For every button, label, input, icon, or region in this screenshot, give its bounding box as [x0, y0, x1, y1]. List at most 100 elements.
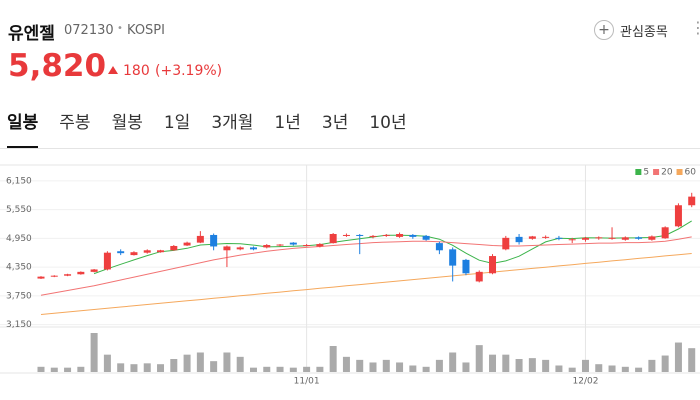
volume-bar: [635, 367, 643, 372]
period-tab[interactable]: 10년: [369, 113, 407, 133]
volume-bar: [475, 345, 483, 372]
candle-body: [130, 252, 138, 256]
candle-body: [608, 237, 616, 239]
legend-label: 60: [685, 168, 697, 178]
volume-bar: [688, 348, 696, 372]
more-menu[interactable]: ⋮: [690, 18, 700, 37]
candle-body: [316, 244, 324, 247]
volume-bar: [542, 359, 550, 372]
x-tick-label: 11/01: [294, 377, 320, 387]
candle-body: [103, 252, 111, 270]
legend-label: 5: [643, 168, 649, 178]
volume-bar: [117, 363, 125, 372]
volume-bar: [342, 356, 350, 372]
ma-line: [40, 236, 692, 296]
y-tick-label: 3,150: [6, 320, 32, 330]
candle-body: [210, 234, 218, 247]
volume-bar: [449, 352, 457, 372]
volume-bar: [289, 367, 297, 372]
volume-bar: [462, 362, 470, 372]
candle-body: [568, 239, 576, 241]
ma-line: [40, 253, 692, 315]
period-tabs: 일봉 주봉 월봉 1일 3개월 1년 3년 10년: [0, 108, 421, 148]
candle-body: [409, 234, 417, 237]
volume-bar: [396, 362, 404, 372]
candle-body: [236, 247, 244, 250]
candle-body: [515, 236, 523, 243]
volume-bar: [210, 361, 218, 372]
candle-body: [117, 251, 125, 254]
up-arrow: [108, 66, 118, 74]
price-change-pct: (+3.19%): [155, 63, 223, 79]
candle-body: [64, 274, 72, 276]
price-change: 180: [123, 63, 150, 79]
candle-body: [382, 234, 390, 236]
candle-body: [648, 236, 656, 240]
volume-bar: [608, 365, 616, 372]
candle-body: [528, 236, 536, 239]
separator-dot: •: [117, 23, 123, 34]
price: 5,820: [8, 48, 107, 84]
volume-bar: [196, 352, 204, 372]
volume-bar: [303, 366, 311, 372]
candle-body: [196, 235, 204, 243]
candle-body: [356, 234, 364, 236]
volume-bar: [329, 346, 337, 372]
volume-bar: [409, 365, 417, 372]
period-tab[interactable]: 월봉: [111, 113, 143, 133]
volume-bar: [37, 366, 45, 372]
volume-bar: [595, 364, 603, 372]
candle-body: [303, 245, 311, 247]
favorite-button[interactable]: + 관심종목: [594, 20, 668, 40]
volume-bar: [502, 354, 510, 372]
volume-bar: [661, 355, 669, 372]
candle-body: [263, 245, 271, 248]
ma-line: [93, 220, 692, 275]
period-tab[interactable]: 주봉: [59, 113, 91, 133]
candle-body: [674, 205, 682, 227]
legend-swatch: [676, 169, 683, 175]
candle-body: [276, 244, 284, 246]
volume-bar: [316, 366, 324, 372]
volume-bar: [382, 359, 390, 372]
period-tab[interactable]: 3년: [321, 113, 349, 133]
volume-bar: [648, 359, 656, 372]
candle-body: [77, 271, 85, 275]
candle-body: [462, 259, 470, 274]
candle-body: [542, 236, 550, 238]
candle-body: [223, 246, 231, 251]
candle-body: [635, 237, 643, 239]
volume-bar: [236, 356, 244, 372]
y-tick-label: 6,150: [6, 176, 32, 186]
volume-bar: [555, 365, 563, 372]
candle-body: [157, 250, 165, 253]
period-tab[interactable]: 일봉: [7, 108, 39, 148]
candle-body: [342, 234, 350, 236]
candle-body: [249, 247, 257, 250]
period-tab[interactable]: 3개월: [211, 113, 254, 133]
candle-body: [688, 196, 696, 206]
period-tab[interactable]: 1년: [274, 113, 301, 133]
volume-bar: [528, 358, 536, 372]
candle-body: [90, 269, 98, 272]
volume-bar: [249, 367, 257, 372]
volume-bar: [422, 366, 430, 372]
candle-body: [329, 234, 337, 244]
candle-body: [396, 234, 404, 237]
stock-name: 유엔젤: [8, 24, 55, 44]
candle-body: [50, 275, 58, 277]
volume-bar: [515, 359, 523, 372]
candle-body: [422, 235, 430, 240]
period-tab[interactable]: 1일: [163, 113, 191, 133]
candle-body: [369, 235, 377, 237]
candle-body: [489, 256, 497, 274]
candle-body: [37, 276, 45, 279]
x-tick-label: 12/02: [573, 377, 599, 387]
stock-market: KOSPI: [127, 23, 165, 38]
stock-code: 072130: [64, 23, 114, 38]
volume-bar: [674, 342, 682, 372]
volume-bar: [170, 359, 178, 372]
candle-body: [502, 237, 510, 250]
y-tick-label: 5,550: [6, 205, 32, 215]
